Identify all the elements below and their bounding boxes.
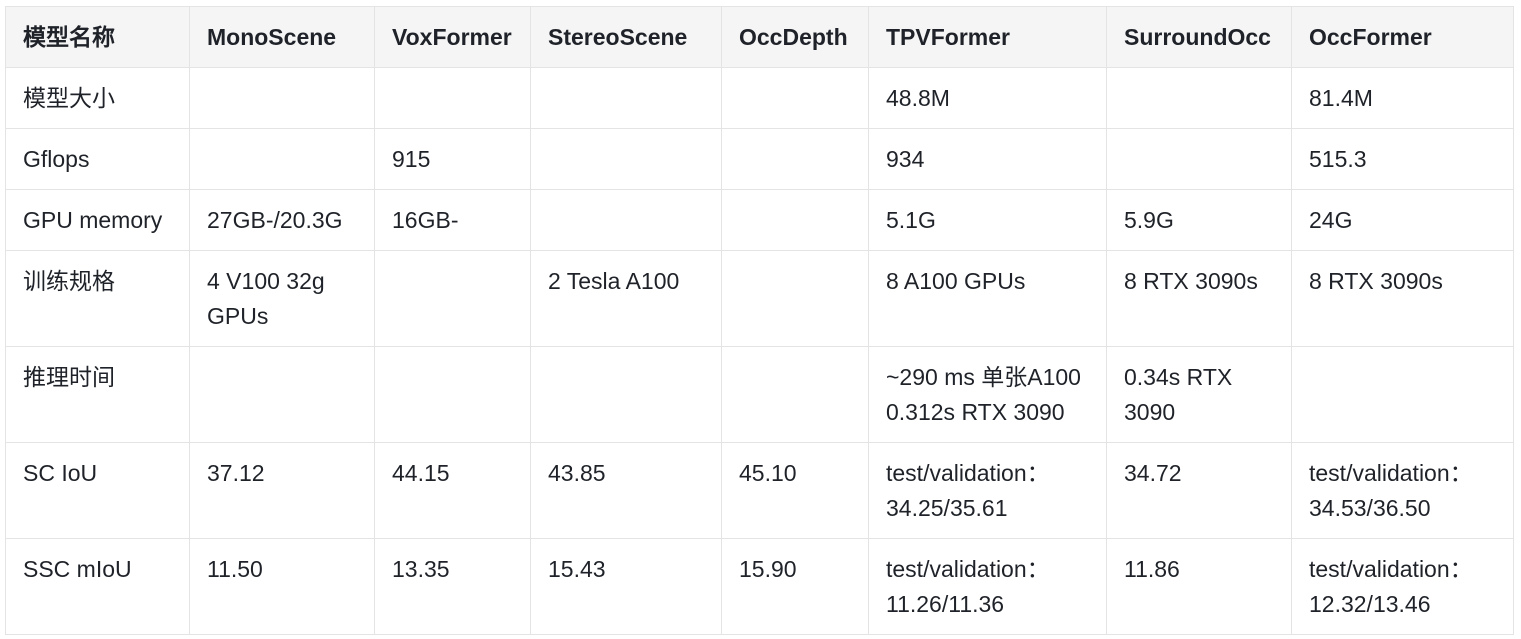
table-cell: 48.8M <box>868 67 1107 129</box>
table-cell: test/validation： 34.25/35.61 <box>868 442 1107 539</box>
table-cell <box>189 128 375 190</box>
table-cell <box>189 346 375 443</box>
table-cell <box>374 250 531 347</box>
table-cell: 515.3 <box>1291 128 1514 190</box>
table-cell <box>721 346 869 443</box>
table-cell: 4 V100 32g GPUs <box>189 250 375 347</box>
table-cell: ~290 ms 单张A100 0.312s RTX 3090 <box>868 346 1107 443</box>
table-cell: 37.12 <box>189 442 375 539</box>
header-cell-stereoscene: StereoScene <box>530 6 722 68</box>
table-cell <box>721 250 869 347</box>
table-cell: 16GB- <box>374 189 531 251</box>
table-cell: 5.1G <box>868 189 1107 251</box>
table-cell: 15.90 <box>721 538 869 635</box>
table-cell: 43.85 <box>530 442 722 539</box>
header-cell-tpvformer: TPVFormer <box>868 6 1107 68</box>
table-cell <box>721 128 869 190</box>
table-row-gflops: Gflops 915 934 515.3 <box>5 128 1514 190</box>
row-label-cell: SSC mIoU <box>5 538 190 635</box>
table-row-inference-time: 推理时间 ~290 ms 单张A100 0.312s RTX 3090 0.34… <box>5 346 1514 443</box>
row-label-cell: Gflops <box>5 128 190 190</box>
table-cell: 81.4M <box>1291 67 1514 129</box>
table-cell <box>189 67 375 129</box>
table-cell: 15.43 <box>530 538 722 635</box>
table-cell: 24G <box>1291 189 1514 251</box>
table-row-ssc-miou: SSC mIoU 11.50 13.35 15.43 15.90 test/va… <box>5 538 1514 635</box>
model-comparison-table: 模型名称 MonoScene VoxFormer StereoScene Occ… <box>5 6 1514 635</box>
comparison-table-container: 模型名称 MonoScene VoxFormer StereoScene Occ… <box>5 6 1514 635</box>
table-cell <box>1106 67 1292 129</box>
header-cell-surroundocc: SurroundOcc <box>1106 6 1292 68</box>
table-cell: 45.10 <box>721 442 869 539</box>
table-cell: 5.9G <box>1106 189 1292 251</box>
table-cell <box>530 67 722 129</box>
header-cell-voxformer: VoxFormer <box>374 6 531 68</box>
table-cell: 0.34s RTX 3090 <box>1106 346 1292 443</box>
table-cell <box>530 189 722 251</box>
table-cell <box>530 346 722 443</box>
row-label-cell: SC IoU <box>5 442 190 539</box>
table-cell: 44.15 <box>374 442 531 539</box>
row-label-cell: 模型大小 <box>5 67 190 129</box>
table-cell: 8 RTX 3090s <box>1291 250 1514 347</box>
header-cell-model-name: 模型名称 <box>5 6 190 68</box>
table-cell: test/validation： 11.26/11.36 <box>868 538 1107 635</box>
table-cell: 27GB-/20.3G <box>189 189 375 251</box>
table-cell: 915 <box>374 128 531 190</box>
header-cell-occformer: OccFormer <box>1291 6 1514 68</box>
table-cell: 34.72 <box>1106 442 1292 539</box>
table-cell: 11.86 <box>1106 538 1292 635</box>
table-cell <box>1291 346 1514 443</box>
table-cell: test/validation： 12.32/13.46 <box>1291 538 1514 635</box>
table-cell <box>530 128 722 190</box>
table-cell: 8 A100 GPUs <box>868 250 1107 347</box>
table-row-gpu-memory: GPU memory 27GB-/20.3G 16GB- 5.1G 5.9G 2… <box>5 189 1514 251</box>
table-cell: 13.35 <box>374 538 531 635</box>
table-cell <box>374 346 531 443</box>
table-row-training-spec: 训练规格 4 V100 32g GPUs 2 Tesla A100 8 A100… <box>5 250 1514 347</box>
header-cell-monoscene: MonoScene <box>189 6 375 68</box>
table-cell: 934 <box>868 128 1107 190</box>
table-cell <box>374 67 531 129</box>
row-label-cell: GPU memory <box>5 189 190 251</box>
table-cell <box>1106 128 1292 190</box>
row-label-cell: 训练规格 <box>5 250 190 347</box>
table-cell: test/validation： 34.53/36.50 <box>1291 442 1514 539</box>
table-row-model-size: 模型大小 48.8M 81.4M <box>5 67 1514 129</box>
table-cell: 8 RTX 3090s <box>1106 250 1292 347</box>
row-label-cell: 推理时间 <box>5 346 190 443</box>
table-cell <box>721 67 869 129</box>
table-cell: 2 Tesla A100 <box>530 250 722 347</box>
table-cell: 11.50 <box>189 538 375 635</box>
table-cell <box>721 189 869 251</box>
header-cell-occdepth: OccDepth <box>721 6 869 68</box>
table-header-row: 模型名称 MonoScene VoxFormer StereoScene Occ… <box>5 6 1514 68</box>
table-row-sc-iou: SC IoU 37.12 44.15 43.85 45.10 test/vali… <box>5 442 1514 539</box>
